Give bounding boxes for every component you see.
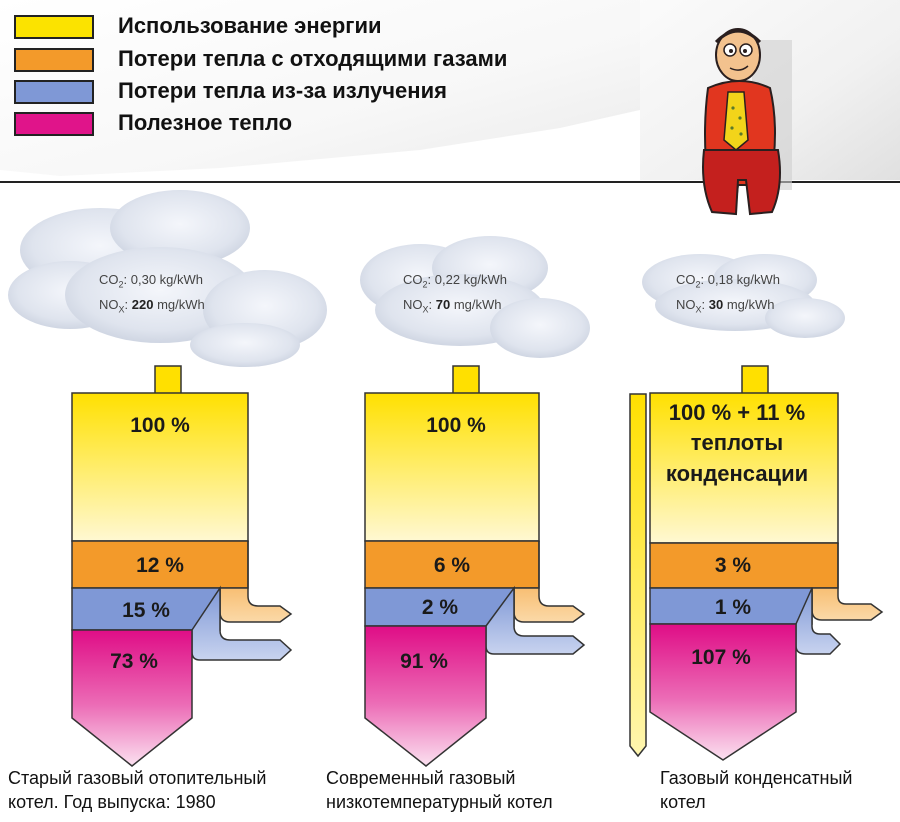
energy-block [71,392,249,542]
boiler-3-energy-label-line2: теплоты [691,430,783,455]
boiler-condensing-diagram [629,365,884,761]
radiation-loss-block [364,587,515,627]
boiler-1-flue-loss-label: 12 % [136,554,184,577]
legend-label: Потери тепла с отходящими газами [118,46,508,71]
boiler-3-caption: Газовый конденсатный котел [660,766,852,814]
co2-line: CO2: 0,30 kg/kWh [99,272,204,290]
flue-loss-block [364,540,540,589]
boiler-2-energy-label: 100 % [426,414,486,437]
caption-line: Старый газовый отопительный [8,768,267,788]
boiler-3-flue-loss-label: 3 % [715,554,752,577]
caption-line: Современный газовый [326,768,516,788]
nox-line: NOX: 30 mg/kWh [676,296,775,315]
header-background [0,0,900,180]
chimney-stub [452,365,480,395]
boiler-1-useful-label: 73 % [110,650,158,673]
condensation-bar [629,393,647,758]
boiler-3-energy-label-line3: конденсации [666,461,808,486]
boiler-3-useful-label: 107 % [691,646,751,669]
boiler-2-flue-loss-label: 6 % [434,554,471,577]
chimney-stub [154,365,182,395]
energy-block [649,392,839,544]
boiler-3-emissions: CO2: 0,18 kg/kWh NOX: 30 mg/kWh [676,270,780,319]
caption-line: низкотемпературный котел [326,792,553,812]
emission-cloud-3 [642,254,845,338]
legend-swatch-blue [14,80,94,104]
radiation-loss-arrow [485,585,586,655]
caption-line: Газовый конденсатный [660,768,853,788]
boiler-1-caption: Старый газовый отопительный котел. Год в… [8,766,266,814]
legend-label: Полезное тепло [118,110,293,135]
boiler-3-radiation-loss-label: 1 % [715,596,752,619]
flue-loss-block [649,542,839,589]
boiler-1-energy-label: 100 % [130,414,190,437]
radiation-loss-block [649,587,813,625]
boiler-1-radiation-loss-label: 15 % [122,599,170,622]
radiation-loss-arrow [191,585,293,661]
boiler-2-radiation-loss-label: 2 % [422,596,459,619]
caption-line: котел. Год выпуска: 1980 [8,792,216,812]
boiler-2-caption: Современный газовый низкотемпературный к… [326,766,553,814]
legend-label: Использование энергии [118,13,382,38]
energy-block [364,392,540,542]
co2-line: CO2: 0,22 kg/kWh [403,272,508,290]
emission-cloud-2 [360,236,590,358]
boiler-2-useful-label: 91 % [400,650,448,673]
cartoon-man-illustration [702,28,792,216]
boiler-3-energy-label-line1: 100 % + 11 % [669,400,805,425]
caption-line: котел [660,792,706,812]
legend-swatch-yellow [14,15,94,39]
legend-swatch-magenta [14,112,94,136]
legend-swatch-orange [14,48,94,72]
emission-cloud-1 [8,190,327,367]
co2-line: CO2: 0,18 kg/kWh [676,272,781,290]
boiler-lowtemp-diagram [364,365,586,767]
radiation-loss-arrow [795,587,842,655]
boiler-2-emissions: CO2: 0,22 kg/kWh NOX: 70 mg/kWh [403,270,507,319]
radiation-loss-block [71,587,221,631]
boiler-old-diagram [71,365,293,767]
nox-line: NOX: 220 mg/kWh [99,296,205,315]
boiler-1-emissions: CO2: 0,30 kg/kWh NOX: 220 mg/kWh [99,270,205,319]
useful-heat-block [71,629,193,767]
useful-heat-block [649,623,797,761]
useful-heat-block [364,625,487,767]
legend-label: Потери тепла из-за излучения [118,78,447,103]
nox-line: NOX: 70 mg/kWh [403,296,502,315]
chimney-stub [741,365,769,395]
